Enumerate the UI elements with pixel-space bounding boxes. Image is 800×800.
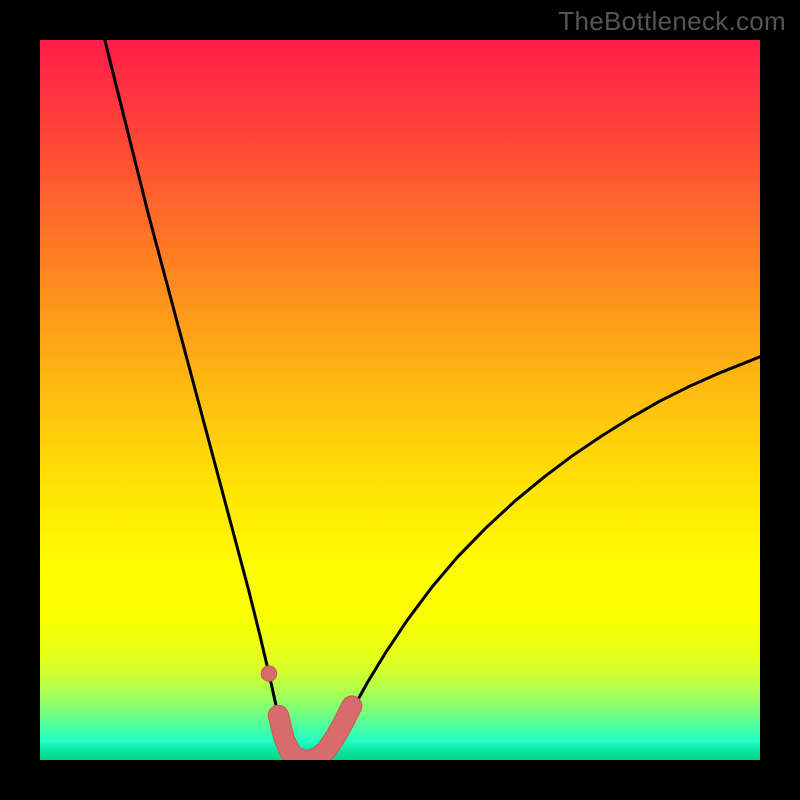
chart-stage: TheBottleneck.com: [0, 0, 800, 800]
bottleneck-chart: [0, 0, 800, 800]
highlight-dot: [262, 666, 276, 680]
chart-background: [40, 40, 760, 760]
watermark-text: TheBottleneck.com: [558, 6, 786, 37]
